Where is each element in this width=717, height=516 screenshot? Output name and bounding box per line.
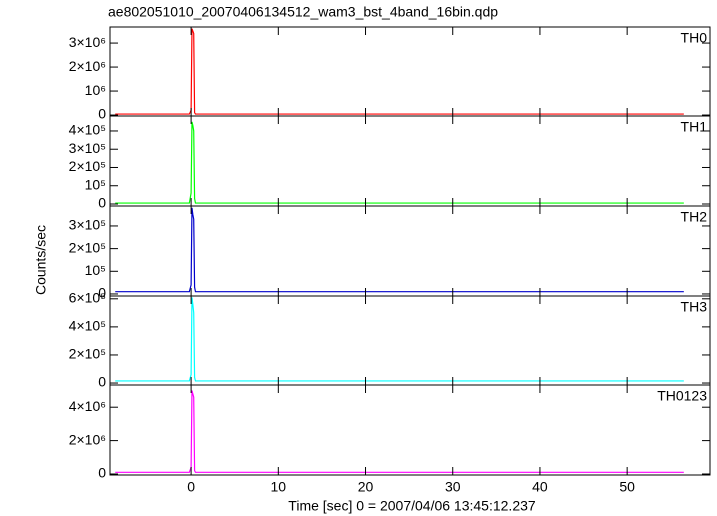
y-tick-label: 2×10⁶ [69, 58, 106, 74]
y-tick-label: 6×10⁵ [69, 290, 106, 306]
x-tick-label: 40 [532, 479, 548, 495]
x-tick-label: 20 [358, 479, 374, 495]
x-tick-label: 50 [619, 479, 635, 495]
y-tick-label: 2×10⁵ [69, 239, 106, 255]
y-tick-label: 4×10⁵ [69, 318, 106, 334]
x-tick-label: 0 [187, 479, 195, 495]
panel-frame [109, 26, 711, 117]
y-tick-label: 0 [98, 195, 106, 211]
series-line [115, 390, 684, 473]
y-tick-label: 2×10⁵ [69, 346, 106, 362]
y-tick-label: 10⁵ [85, 262, 106, 278]
y-tick-label: 4×10⁵ [69, 122, 106, 138]
x-tick-label: 30 [445, 479, 461, 495]
y-tick-label: 10⁵ [85, 176, 106, 192]
y-tick-label: 0 [98, 106, 106, 122]
panel-label: TH2 [681, 209, 708, 225]
chart-title: ae802051010_20070406134512_wam3_bst_4ban… [108, 4, 498, 20]
y-tick-label: 2×10⁶ [69, 431, 106, 447]
x-tick-label: 10 [271, 479, 287, 495]
panel-frame [109, 115, 711, 207]
panel-label: TH1 [681, 119, 708, 135]
y-tick-label: 0 [98, 374, 106, 390]
y-tick-label: 10⁶ [85, 82, 106, 98]
series-line [115, 28, 684, 115]
panel-frame [109, 205, 711, 297]
y-tick-label: 0 [98, 285, 106, 301]
panel-label: TH3 [681, 299, 708, 315]
y-tick-label: 4×10⁶ [69, 398, 106, 414]
panel-label: TH0 [681, 30, 708, 46]
y-tick-label: 0 [98, 465, 106, 481]
panel-label: TH0123 [657, 388, 707, 404]
y-tick-label: 3×10⁵ [69, 140, 106, 156]
series-line [115, 297, 684, 382]
y-axis-label: Counts/sec [33, 225, 49, 295]
panel-frame [109, 384, 711, 476]
y-tick-label: 2×10⁵ [69, 158, 106, 174]
panel-frame [109, 295, 711, 386]
y-tick-label: 3×10⁶ [69, 34, 106, 50]
y-tick-label: 3×10⁵ [69, 217, 106, 233]
series-line [115, 207, 684, 293]
series-line [115, 121, 684, 204]
x-axis-label: Time [sec] 0 = 2007/04/06 13:45:12.237 [288, 498, 536, 514]
